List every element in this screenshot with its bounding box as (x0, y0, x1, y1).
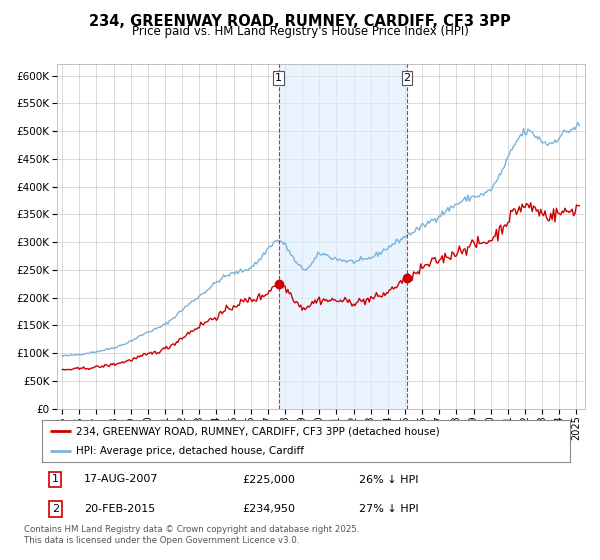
Text: 17-AUG-2007: 17-AUG-2007 (84, 474, 159, 484)
Text: 27% ↓ HPI: 27% ↓ HPI (359, 504, 418, 514)
Text: £234,950: £234,950 (242, 504, 296, 514)
Text: HPI: Average price, detached house, Cardiff: HPI: Average price, detached house, Card… (76, 446, 304, 456)
Bar (278, 64, 407, 409)
Text: 234, GREENWAY ROAD, RUMNEY, CARDIFF, CF3 3PP (detached house): 234, GREENWAY ROAD, RUMNEY, CARDIFF, CF3… (76, 426, 440, 436)
Text: 2: 2 (52, 504, 59, 514)
Text: 26% ↓ HPI: 26% ↓ HPI (359, 474, 418, 484)
Text: 1: 1 (52, 474, 59, 484)
Text: Price paid vs. HM Land Registry's House Price Index (HPI): Price paid vs. HM Land Registry's House … (131, 25, 469, 38)
Text: 1: 1 (275, 73, 282, 83)
Text: 20-FEB-2015: 20-FEB-2015 (84, 504, 155, 514)
Text: £225,000: £225,000 (242, 474, 296, 484)
Text: 2: 2 (403, 73, 410, 83)
Text: Contains HM Land Registry data © Crown copyright and database right 2025.
This d: Contains HM Land Registry data © Crown c… (24, 525, 359, 545)
Text: 234, GREENWAY ROAD, RUMNEY, CARDIFF, CF3 3PP: 234, GREENWAY ROAD, RUMNEY, CARDIFF, CF3… (89, 14, 511, 29)
